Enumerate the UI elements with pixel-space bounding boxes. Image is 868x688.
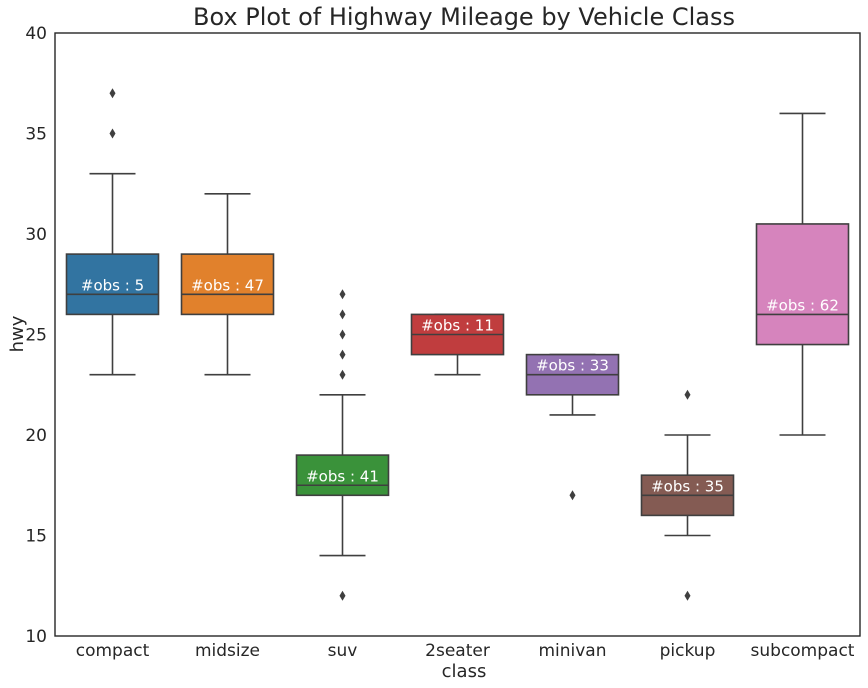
obs-annotation: #obs : 33	[536, 357, 609, 375]
y-tick-label: 10	[25, 627, 47, 647]
x-tick-label: compact	[76, 641, 150, 661]
box-midsize: #obs : 47	[180, 193, 275, 376]
obs-annotation: #obs : 35	[651, 477, 724, 495]
x-axis-label: class	[442, 661, 487, 682]
outlier-marker	[339, 329, 346, 340]
y-tick-label: 15	[25, 527, 47, 547]
iqr-box	[65, 253, 160, 316]
box-compact: #obs : 5	[65, 88, 160, 376]
y-tick-label: 20	[25, 426, 47, 446]
outlier-marker	[339, 369, 346, 380]
iqr-box	[755, 223, 850, 346]
obs-annotation: #obs : 41	[306, 467, 379, 485]
x-tick-label: 2seater	[425, 641, 490, 661]
x-tick-label: midsize	[195, 641, 260, 661]
y-axis-label: hwy	[7, 315, 28, 352]
outlier-marker	[339, 309, 346, 320]
obs-annotation: #obs : 5	[81, 276, 144, 294]
box-2seater: #obs : 11	[410, 313, 505, 376]
outlier-marker	[109, 128, 116, 139]
box-pickup: #obs : 35	[640, 389, 735, 601]
outlier-marker	[339, 590, 346, 601]
obs-annotation: #obs : 47	[191, 276, 264, 294]
box-subcompact: #obs : 62	[755, 112, 850, 436]
x-tick-label: pickup	[660, 641, 716, 661]
obs-annotation: #obs : 11	[421, 317, 494, 335]
chart-title: Box Plot of Highway Mileage by Vehicle C…	[193, 3, 735, 31]
box-suv: #obs : 41	[295, 289, 390, 601]
iqr-box	[295, 454, 390, 497]
y-tick-label: 35	[25, 125, 47, 145]
outlier-marker	[684, 590, 691, 601]
box-minivan: #obs : 33	[525, 353, 620, 501]
x-tick-label: subcompact	[751, 641, 855, 661]
y-tick-label: 25	[25, 326, 47, 346]
iqr-box	[180, 253, 275, 316]
x-tick-label: minivan	[538, 641, 606, 661]
y-tick-label: 40	[25, 24, 47, 44]
outlier-marker	[684, 389, 691, 400]
outlier-marker	[109, 88, 116, 99]
outlier-marker	[339, 289, 346, 300]
x-tick-label: suv	[328, 641, 358, 661]
outlier-marker	[339, 349, 346, 360]
plot-area: 10 15 20 25 30 35 40 compact midsize suv 2seater mi…	[25, 24, 861, 661]
plot-frame	[54, 32, 861, 637]
y-tick-label: 30	[25, 225, 47, 245]
obs-annotation: #obs : 62	[766, 296, 839, 314]
outlier-marker	[569, 490, 576, 501]
